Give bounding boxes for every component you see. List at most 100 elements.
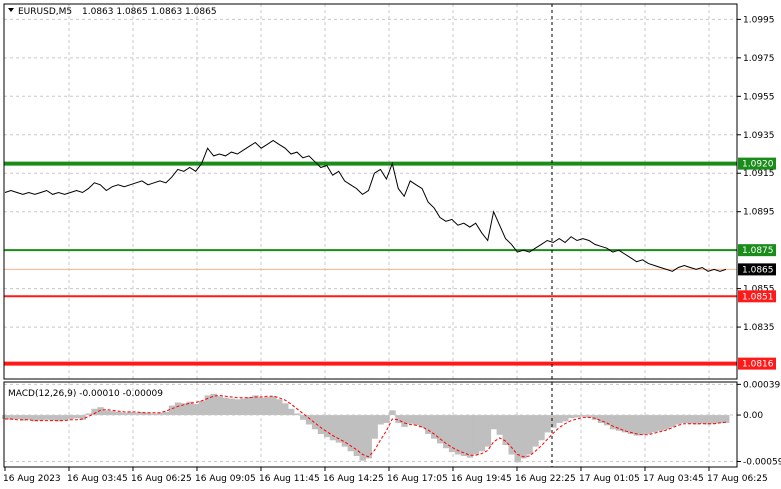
macd-grid (4, 382, 737, 467)
level-price-tag (738, 157, 776, 170)
macd-bar (347, 415, 354, 452)
macd-bar (246, 397, 253, 416)
macd-bar (91, 408, 98, 416)
time-tick-label: 17 Aug 03:45 (643, 474, 704, 484)
price-levels (4, 161, 737, 366)
price-tick-label: 1.0915 (743, 169, 775, 179)
macd-bar (294, 413, 301, 416)
macd-bar (216, 396, 223, 416)
macd-bar (466, 415, 474, 458)
macd-bar (61, 415, 68, 421)
macd-bar (73, 415, 80, 419)
macd-bar (276, 399, 283, 415)
macd-bar (365, 415, 372, 459)
price-tick-label: 1.0995 (743, 15, 775, 25)
symbol-menu-triangle-icon[interactable] (8, 8, 14, 12)
price-pane[interactable]: EURUSD,M5 1.0863 1.0865 1.0863 1.0865 1.… (3, 3, 776, 380)
macd-bar (544, 415, 551, 433)
macd-bar (49, 415, 57, 421)
macd-bar (657, 415, 664, 431)
macd-bar (520, 415, 527, 459)
macd-bar (79, 415, 86, 420)
macd-label: MACD(12,26,9) -0.00010 -0.00009 (8, 389, 163, 399)
current-price-tag (738, 263, 776, 276)
macd-bar (407, 415, 414, 424)
macd-bar (472, 415, 480, 455)
macd-bar (151, 413, 158, 416)
macd-bar (8, 415, 15, 420)
macd-bar (258, 397, 265, 415)
level-price-label: 1.0920 (742, 160, 774, 170)
macd-bar (419, 415, 426, 428)
macd-bar (162, 411, 170, 415)
time-tick-label: 16 Aug 06:25 (131, 474, 192, 484)
macd-bar (484, 415, 492, 447)
macd-bar (663, 415, 670, 430)
macd-bar (699, 415, 706, 424)
price-tick-label: 1.0895 (743, 208, 775, 218)
level-price-tag (738, 357, 776, 370)
current-price-label: 1.0865 (742, 265, 774, 275)
level-price-label: 1.0816 (742, 360, 774, 370)
macd-bar (651, 415, 658, 433)
macd-bar (127, 411, 134, 415)
macd-bar (288, 408, 295, 416)
macd-bar (13, 415, 21, 419)
macd-bar (55, 415, 62, 422)
macd-bar (675, 415, 682, 425)
time-tick-label: 16 Aug 17:05 (387, 474, 448, 484)
macd-bar (448, 415, 456, 453)
macd-bar (443, 415, 450, 449)
macd-tick-label: 0.00039 (743, 380, 780, 390)
macd-bar (460, 415, 468, 456)
macd-signal-line (5, 394, 727, 458)
price-tick-label: 1.0835 (743, 323, 775, 333)
macd-bar (180, 403, 188, 416)
macd-bar (687, 415, 694, 424)
macd-bar (264, 397, 271, 416)
macd-bar (234, 399, 241, 415)
price-grid (4, 4, 737, 379)
macd-bar (311, 415, 319, 430)
macd-bar (496, 415, 503, 435)
macd-bar (580, 415, 587, 417)
macd-bar (156, 412, 164, 416)
level-price-tag (738, 290, 776, 303)
price-tick-label: 1.0955 (743, 92, 775, 102)
macd-bar (389, 410, 396, 415)
macd-bar (317, 415, 325, 434)
macd-bar (627, 415, 635, 434)
macd-bar (139, 411, 146, 415)
macd-bar (25, 415, 33, 420)
macd-bar (174, 402, 182, 416)
macd-bar (669, 415, 676, 427)
macd-bar (186, 401, 194, 416)
macd-bar (556, 415, 563, 423)
macd-bar (574, 415, 581, 418)
macd-bar (633, 415, 640, 436)
time-tick-label: 16 Aug 2023 (3, 474, 61, 484)
macd-bar (97, 407, 104, 416)
macd-bar (240, 398, 247, 415)
macd-bar (538, 415, 545, 441)
macd-bar (437, 415, 444, 444)
price-tick-label: 1.0935 (743, 131, 775, 141)
macd-bar (562, 415, 569, 422)
macd-bar (31, 415, 39, 422)
macd-bar (514, 415, 521, 463)
macd-bar (645, 415, 652, 434)
macd-bar (383, 415, 390, 423)
macd-bar (508, 415, 515, 455)
macd-pane[interactable]: MACD(12,26,9) -0.00010 -0.00009 0.000390… (2, 380, 781, 468)
macd-bar (431, 415, 438, 439)
macd-bar (717, 415, 724, 423)
price-series-line (4, 139, 727, 272)
macd-histogram (2, 393, 730, 463)
macd-bar (252, 395, 259, 416)
macd-bar (568, 415, 575, 419)
macd-bar (121, 412, 128, 416)
price-tick-label: 1.0975 (743, 54, 775, 64)
macd-bar (103, 410, 110, 415)
